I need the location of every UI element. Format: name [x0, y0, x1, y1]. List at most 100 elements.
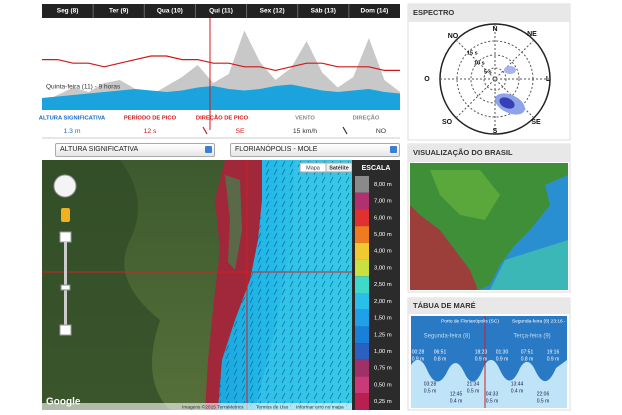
day-label: Sex (12): [260, 8, 285, 15]
spectrum-peak: [499, 97, 515, 109]
scale-label: 0,50 m: [374, 382, 392, 388]
scale-swatch: [355, 192, 369, 210]
scale-swatch: [355, 242, 369, 260]
polar-grid: [439, 23, 551, 135]
map-footer-text: Imagens ©2015 TerraMetrics: [182, 403, 244, 410]
map-island: [225, 175, 242, 270]
map-zoom-handle[interactable]: [60, 284, 71, 291]
map-zoom-out[interactable]: [59, 324, 72, 336]
scale-swatch: [355, 343, 369, 360]
day-label: Seg (8): [57, 8, 79, 15]
metric-label: PERÍODO DE PICO: [124, 114, 177, 122]
map-coast-band: [205, 160, 270, 410]
brazil-panel: [407, 143, 571, 293]
selected-time-label: Quinta-feira (11) - 9 horas: [46, 84, 121, 91]
scale-label: 1,50 m: [374, 316, 392, 322]
ring-label: 15 s: [467, 50, 478, 56]
scale-label: 1,00 m: [374, 349, 392, 355]
day-label: Qui (11): [209, 8, 233, 15]
tide-low-height: 0.5 m: [467, 388, 480, 394]
metric-label: VENTO: [295, 116, 315, 122]
wind-arrow: [342, 126, 348, 135]
panel-title: TÁBUA DE MARÉ: [413, 301, 476, 310]
compass-label: SO: [442, 119, 453, 126]
brazil-land: [410, 163, 568, 290]
tide-low-time: 03:28: [424, 381, 437, 387]
satellite-button[interactable]: [325, 162, 353, 173]
scale-swatch: [355, 226, 369, 243]
panel-title: ESPECTRO: [413, 8, 454, 17]
forecast-chart-bg: [42, 18, 400, 110]
day-label: Sáb (13): [311, 8, 336, 15]
brazil-andes: [410, 205, 478, 290]
tide-day: Segunda-feira (8): [424, 334, 471, 340]
tide-high-height: 0.9 m: [547, 356, 560, 362]
scale-label: 4,00 m: [374, 249, 392, 255]
tide-high-height: 0.9 m: [412, 356, 425, 362]
metric-value: 12 s: [144, 128, 157, 135]
scale-label: 2,50 m: [374, 282, 392, 288]
scale-swatch: [355, 393, 369, 410]
day-header-bar: [42, 4, 400, 18]
scale-label: 8,00 m: [374, 182, 392, 188]
polar-ring: [470, 54, 520, 104]
tide-port: Porto de Florianópolis (SC): [441, 318, 499, 324]
map-pegman[interactable]: [61, 208, 70, 222]
scale-label: 0,75 m: [374, 366, 392, 372]
polar-ring: [439, 23, 551, 135]
compass-label: S: [493, 128, 498, 135]
map-footer-text: Informar erro no mapa: [296, 404, 344, 410]
scale-swatch: [355, 376, 369, 394]
forecast-chart: [42, 4, 400, 130]
tide-high-time: 19:16: [547, 349, 560, 355]
map-sea-band: [255, 160, 352, 410]
scale-label: 0,25 m: [374, 399, 392, 405]
wind-area: [42, 30, 400, 110]
map-land: [42, 160, 352, 410]
scale-label: 1,25 m: [374, 332, 392, 338]
tide-high-height: 0.8 m: [521, 356, 534, 362]
tide-high-time: 07:51: [521, 349, 534, 355]
tide-chart-bg: [411, 316, 567, 408]
brazil-header: [408, 144, 570, 162]
polar-axis: [455, 39, 535, 119]
metric-label: DIREÇÃO DE PICO: [196, 115, 249, 122]
tide-high-height: 0.9 m: [496, 356, 509, 362]
panel-title: VISUALIZAÇÃO DO BRASIL: [413, 148, 513, 157]
tide-panel: [407, 297, 571, 411]
location-select[interactable]: FLORIANÓPOLIS - MOLE: [230, 143, 400, 157]
map-footer-bg: [42, 403, 352, 410]
tide-low-height: 0.5 m: [486, 398, 499, 404]
metric-value: 15 km/h: [293, 128, 317, 135]
google-logo: Google: [46, 397, 81, 408]
compass-label: NO: [448, 33, 459, 40]
tide-low-time: 22:06: [537, 391, 550, 397]
compass-label: N: [492, 26, 497, 33]
tide-low-time: 21:34: [467, 381, 480, 387]
tide-low-height: 0.5 m: [537, 398, 550, 404]
brazil-land-relief: [430, 170, 500, 220]
variable-select[interactable]: ALTURA SIGNIFICATIVA: [55, 143, 215, 157]
compass-label: O: [424, 76, 430, 83]
scale-label: 6,00 m: [374, 215, 392, 221]
map-pan-control[interactable]: [53, 174, 77, 198]
direction-arrow: [202, 126, 208, 135]
polar-ring: [483, 67, 507, 91]
compass-label: SE: [531, 119, 541, 126]
compass-label: NE: [527, 31, 537, 38]
brazil-wave-field: [490, 240, 568, 290]
period-line: [42, 55, 400, 72]
tide-header: [408, 298, 570, 314]
tide-labels: Porto de Florianópolis (SC) Segunda-feira…: [412, 318, 579, 404]
map-button-label: Mapa: [306, 165, 321, 171]
day-label: Qua (10): [157, 8, 183, 15]
scale-swatch: [355, 276, 369, 293]
map-terrain: [42, 160, 170, 410]
metric-value: SE: [235, 128, 245, 135]
map-zoom-in[interactable]: [59, 231, 72, 243]
map-button[interactable]: [299, 162, 327, 173]
metric-value: NO: [376, 128, 386, 135]
metric-value: 1.3 m: [64, 128, 81, 135]
